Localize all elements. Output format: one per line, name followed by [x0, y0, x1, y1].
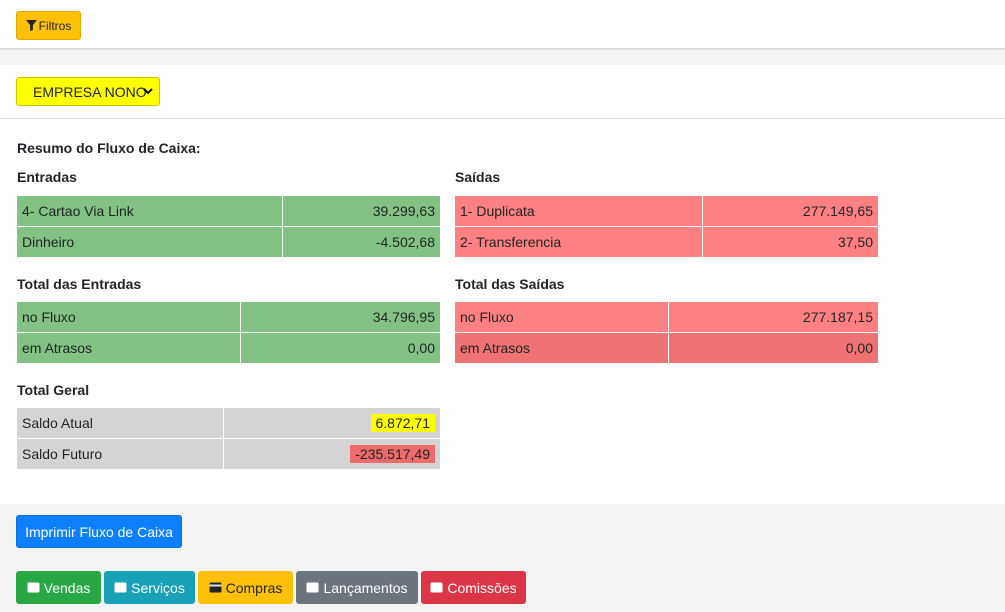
table-row: Saldo Futuro -235.517,49	[15, 438, 441, 470]
table-row: em Atrasos 0,00	[15, 332, 441, 364]
chevron-down-icon	[143, 88, 153, 95]
saidas-table: 1- Duplicata 277.149,65 2- Transferencia…	[453, 195, 879, 258]
total-saidas-row-label: em Atrasos	[453, 332, 670, 364]
entradas-row-value: -4.502,68	[282, 226, 441, 258]
saidas-title: Saídas	[455, 169, 501, 185]
table-row: 2- Transferencia 37,50	[453, 226, 879, 258]
card-icon	[430, 582, 443, 593]
table-row: 1- Duplicata 277.149,65	[453, 195, 879, 227]
filter-icon	[25, 20, 37, 31]
table-row: Dinheiro -4.502,68	[15, 226, 441, 258]
resumo-title: Resumo do Fluxo de Caixa:	[17, 140, 201, 156]
filtros-button-label: Filtros	[38, 18, 72, 33]
saldo-atual-label: Saldo Atual	[15, 407, 225, 439]
table-row: no Fluxo 277.187,15	[453, 301, 879, 333]
saidas-row-label: 2- Transferencia	[453, 226, 704, 258]
print-cash-flow-button[interactable]: Imprimir Fluxo de Caixa	[16, 515, 182, 548]
card-icon	[27, 582, 40, 593]
vendas-button[interactable]: Vendas	[16, 571, 101, 604]
table-row: em Atrasos 0,00	[453, 332, 879, 364]
total-entradas-row-value: 34.796,95	[240, 301, 441, 333]
card-icon	[209, 582, 222, 593]
saldo-futuro-value: -235.517,49	[350, 445, 435, 463]
total-geral-title: Total Geral	[17, 382, 90, 398]
total-entradas-table: no Fluxo 34.796,95 em Atrasos 0,00	[15, 301, 441, 364]
vendas-label: Vendas	[43, 579, 91, 596]
filtros-button[interactable]: Filtros	[16, 11, 81, 40]
entradas-row-label: Dinheiro	[15, 226, 284, 258]
total-entradas-row-value: 0,00	[240, 332, 441, 364]
print-cash-flow-label: Imprimir Fluxo de Caixa	[25, 523, 173, 540]
saidas-row-value: 277.149,65	[702, 195, 879, 227]
compras-button[interactable]: Compras	[198, 571, 293, 604]
table-row: 4- Cartao Via Link 39.299,63	[15, 195, 441, 227]
empresa-select-value: EMPRESA NONO	[33, 83, 147, 100]
total-saidas-title: Total das Saídas	[455, 276, 565, 292]
card-icon	[114, 582, 127, 593]
total-saidas-row-label: no Fluxo	[453, 301, 670, 333]
lancamentos-label: Lançamentos	[323, 579, 408, 596]
servicos-label: Serviços	[131, 579, 185, 596]
total-saidas-row-value: 0,00	[668, 332, 879, 364]
total-saidas-table: no Fluxo 277.187,15 em Atrasos 0,00	[453, 301, 879, 364]
company-select-bar: EMPRESA NONO	[0, 65, 1005, 119]
saidas-row-label: 1- Duplicata	[453, 195, 704, 227]
saidas-row-value: 37,50	[702, 226, 879, 258]
servicos-button[interactable]: Serviços	[104, 571, 195, 604]
entradas-title: Entradas	[17, 169, 77, 185]
total-entradas-row-label: no Fluxo	[15, 301, 242, 333]
cash-flow-panel: EMPRESA NONO Resumo do Fluxo de Caixa: E…	[0, 65, 1005, 504]
total-saidas-row-value: 277.187,15	[668, 301, 879, 333]
empresa-select[interactable]: EMPRESA NONO	[16, 77, 160, 106]
total-entradas-row-label: em Atrasos	[15, 332, 242, 364]
lancamentos-button[interactable]: Lançamentos	[296, 571, 418, 604]
entradas-row-label: 4- Cartao Via Link	[15, 195, 284, 227]
comissoes-button[interactable]: Comissões	[421, 571, 526, 604]
compras-label: Compras	[225, 579, 283, 596]
total-geral-table: Saldo Atual 6.872,71 Saldo Futuro -235.5…	[15, 407, 441, 470]
card-icon	[306, 582, 319, 593]
table-row: Saldo Atual 6.872,71	[15, 407, 441, 439]
comissoes-label: Comissões	[447, 579, 517, 596]
entradas-row-value: 39.299,63	[282, 195, 441, 227]
total-entradas-title: Total das Entradas	[17, 276, 142, 292]
saldo-futuro-label: Saldo Futuro	[15, 438, 225, 470]
saldo-atual-value: 6.872,71	[370, 414, 435, 432]
top-toolbar: Filtros	[0, 0, 1005, 50]
entradas-table: 4- Cartao Via Link 39.299,63 Dinheiro -4…	[15, 195, 441, 258]
table-row: no Fluxo 34.796,95	[15, 301, 441, 333]
